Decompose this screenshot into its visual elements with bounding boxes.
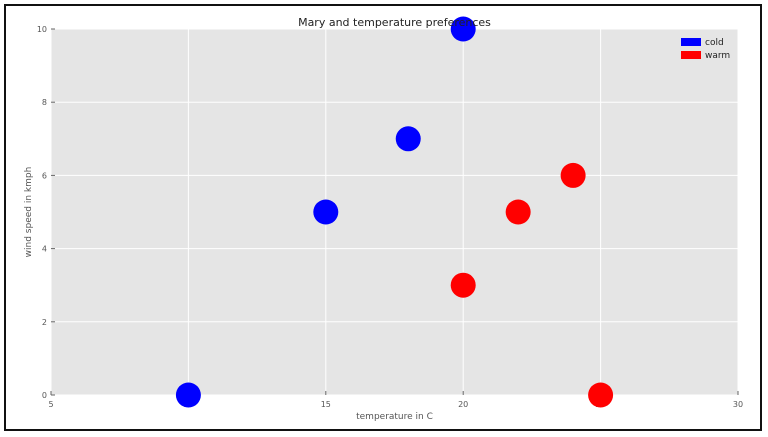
x-axis-label: temperature in C [356,412,433,422]
y-tick-label: 0 [42,391,47,400]
point-warm [560,162,586,188]
y-axis-label: wind speed in kmph [24,167,34,258]
chart-title: Mary and temperature preferences [298,16,491,29]
legend-swatch-warm [681,51,701,59]
point-warm [505,199,531,225]
point-cold [175,382,201,408]
point-cold [395,126,421,152]
y-tick-label: 4 [42,245,47,254]
legend-label-cold: cold [705,38,724,48]
legend-label-warm: warm [705,51,730,61]
point-cold [313,199,339,225]
x-tick-label: 15 [321,400,331,409]
y-tick-label: 8 [42,98,47,107]
point-warm [588,382,614,408]
y-tick-label: 10 [37,25,47,34]
x-tick-label: 30 [733,400,743,409]
data-points [175,16,614,408]
y-tick-label: 2 [42,318,47,327]
point-cold [450,16,476,42]
legend: cold warm [681,38,730,61]
y-tick-label: 6 [42,171,47,180]
x-tick-label: 20 [458,400,468,409]
y-axis-ticks: 0 2 4 6 8 10 [37,25,55,400]
point-warm [450,272,476,298]
x-tick-label: 5 [48,400,53,409]
grid-lines [50,28,739,396]
plot-area [51,29,738,395]
legend-swatch-cold [681,38,701,46]
